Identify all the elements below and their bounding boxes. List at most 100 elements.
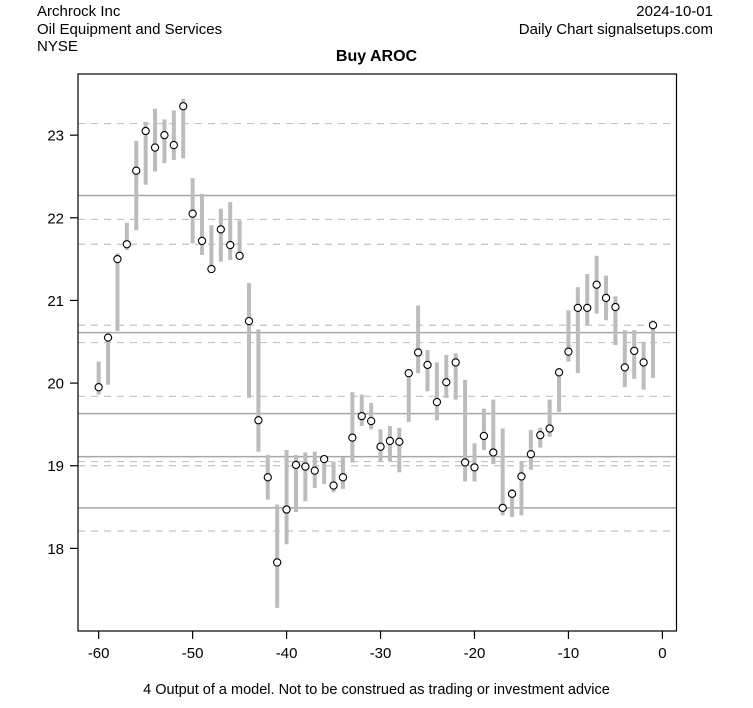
- close-marker: [583, 303, 592, 313]
- price-bar: [416, 305, 421, 374]
- close-marker: [132, 166, 141, 175]
- y-axis-label: 22: [47, 210, 64, 227]
- price-bar: [575, 287, 580, 374]
- close-marker: [329, 481, 338, 490]
- price-bar: [350, 392, 355, 463]
- price-bar: [209, 225, 214, 268]
- close-marker: [451, 358, 460, 367]
- price-bar: [397, 427, 402, 473]
- close-marker: [197, 236, 207, 246]
- price-bar: [275, 504, 280, 608]
- x-axis-label: -10: [558, 645, 580, 662]
- x-axis-label: -50: [182, 645, 204, 662]
- price-bar: [247, 283, 251, 398]
- close-marker: [648, 321, 658, 330]
- price-bar: [331, 461, 336, 493]
- price-bar: [651, 320, 656, 379]
- close-marker: [226, 240, 235, 250]
- y-axis-label: 21: [47, 293, 64, 310]
- close-marker: [507, 489, 517, 498]
- price-bar: [406, 370, 411, 422]
- close-marker: [376, 442, 385, 451]
- close-marker: [639, 358, 648, 367]
- close-marker: [150, 143, 160, 152]
- close-marker: [611, 302, 620, 312]
- price-bar: [162, 119, 167, 164]
- price-bar: [547, 399, 552, 437]
- price-bar: [453, 353, 458, 400]
- close-marker: [169, 140, 178, 150]
- chart-source: Daily Chart signalsetups.com: [518, 20, 713, 38]
- close-marker: [498, 503, 507, 513]
- price-bar: [143, 121, 148, 185]
- price-bar: [218, 208, 223, 262]
- price-bar: [228, 202, 233, 260]
- close-marker: [357, 411, 366, 421]
- close-marker: [103, 333, 113, 342]
- price-bar: [434, 362, 439, 421]
- x-axis-label: -30: [370, 645, 392, 662]
- price-bar: [359, 394, 364, 427]
- price-bar: [322, 455, 327, 484]
- x-axis-label: -60: [88, 645, 110, 662]
- price-bar: [369, 402, 374, 430]
- close-marker: [113, 254, 122, 264]
- price-bar: [425, 350, 430, 392]
- price-bar: [444, 354, 449, 398]
- price-bar: [481, 408, 486, 451]
- price-bar: [585, 273, 590, 326]
- price-bar: [115, 253, 120, 332]
- close-marker: [432, 397, 442, 407]
- close-marker: [263, 473, 272, 482]
- price-bar: [237, 220, 242, 260]
- price-bar: [293, 454, 298, 512]
- price-bar: [613, 296, 618, 346]
- close-marker: [442, 378, 451, 387]
- close-marker: [216, 225, 225, 234]
- close-marker: [179, 102, 188, 111]
- y-axis-label: 18: [47, 541, 64, 558]
- price-bar: [557, 368, 562, 413]
- close-marker: [141, 126, 150, 136]
- x-axis-label: -20: [464, 645, 486, 662]
- close-marker: [470, 463, 479, 472]
- price-bar: [500, 428, 505, 516]
- close-marker: [404, 369, 413, 378]
- close-marker: [310, 466, 319, 475]
- industry-name: Oil Equipment and Services: [37, 20, 223, 38]
- close-marker: [395, 437, 404, 446]
- price-bar: [510, 488, 515, 517]
- close-marker: [94, 383, 103, 392]
- chart-date: 2024-10-01: [636, 3, 713, 20]
- price-bar: [124, 222, 129, 251]
- chart-title: Buy AROC: [335, 48, 418, 65]
- price-bar: [256, 329, 261, 452]
- close-marker: [273, 558, 282, 567]
- close-marker: [301, 462, 310, 471]
- close-marker: [592, 280, 601, 289]
- price-bar: [622, 330, 627, 388]
- close-marker: [413, 348, 423, 357]
- close-marker: [254, 416, 263, 425]
- price-bar: [171, 110, 176, 160]
- y-axis-label: 23: [47, 128, 64, 145]
- close-marker: [573, 303, 582, 313]
- close-marker: [244, 316, 254, 326]
- close-marker: [620, 363, 629, 372]
- plot-frame: [77, 73, 678, 632]
- y-axis-label: 19: [47, 458, 64, 475]
- close-marker: [564, 347, 573, 356]
- close-marker: [320, 454, 329, 464]
- close-marker: [291, 460, 301, 470]
- price-bar: [96, 361, 101, 395]
- close-marker: [366, 416, 376, 426]
- price-bar: [106, 333, 111, 385]
- price-bar: [491, 399, 496, 465]
- price-bar: [284, 450, 289, 545]
- close-marker: [385, 436, 395, 446]
- company-name: Archrock Inc: [37, 3, 121, 20]
- close-marker: [235, 251, 244, 260]
- close-marker: [630, 346, 639, 355]
